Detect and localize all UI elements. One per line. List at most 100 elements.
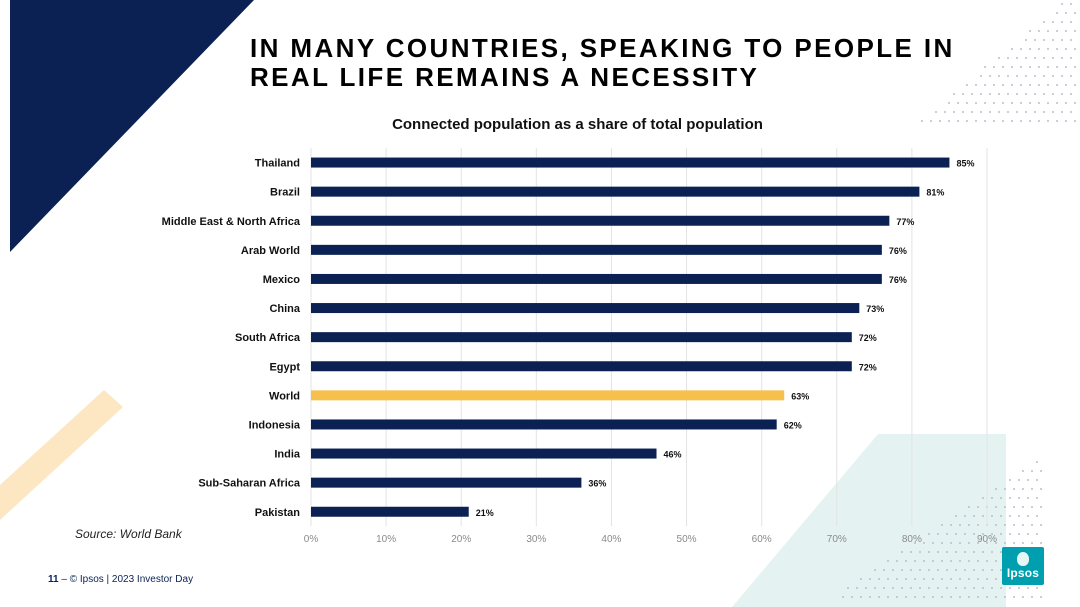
decor-dot (1061, 75, 1063, 77)
decor-dot (896, 596, 898, 598)
decor-dot (1036, 497, 1038, 499)
decor-dot (1040, 596, 1042, 598)
decor-dot (1040, 470, 1042, 472)
data-label: 63% (791, 391, 809, 401)
decor-dot (1002, 120, 1004, 122)
decor-dot (982, 587, 984, 589)
decor-dot (847, 587, 849, 589)
decor-dot (964, 587, 966, 589)
decor-dot (950, 596, 952, 598)
decor-dot (1036, 515, 1038, 517)
decor-dot (964, 551, 966, 553)
decor-dot (1029, 66, 1031, 68)
slide-title-line-1: IN MANY COUNTRIES, SPEAKING TO PEOPLE IN (250, 33, 955, 63)
decor-dot (1040, 506, 1042, 508)
decor-dot (1009, 533, 1011, 535)
decor-dot (975, 84, 977, 86)
decor-dot (896, 560, 898, 562)
decor-dot (1038, 120, 1040, 122)
decor-dot (932, 542, 934, 544)
decor-dot (865, 587, 867, 589)
decor-dot (1002, 102, 1004, 104)
x-tick-label: 30% (526, 534, 546, 545)
decor-dot (1022, 506, 1024, 508)
decor-dot (1027, 533, 1029, 535)
decor-dot (946, 551, 948, 553)
bar (311, 244, 882, 255)
decor-dot (1016, 93, 1018, 95)
decor-dot (1011, 48, 1013, 50)
decor-dot (968, 542, 970, 544)
decor-dot (941, 524, 943, 526)
decor-dot (1061, 93, 1063, 95)
data-label: 76% (889, 246, 907, 256)
decor-dot (1000, 497, 1002, 499)
decor-dot (1038, 48, 1040, 50)
decor-dot (1056, 102, 1058, 104)
decor-dot (980, 111, 982, 113)
decor-dot (851, 596, 853, 598)
decor-dot (1043, 39, 1045, 41)
decor-dot (1007, 57, 1009, 59)
decor-dot (937, 587, 939, 589)
decor-dot (874, 587, 876, 589)
decor-dot (959, 596, 961, 598)
decor-dot (977, 578, 979, 580)
decor-dot (1009, 497, 1011, 499)
category-label: Thailand (255, 158, 300, 170)
decor-dot (1047, 66, 1049, 68)
decor-dot (982, 569, 984, 571)
decor-dot (950, 524, 952, 526)
decor-dot (1034, 57, 1036, 59)
decor-dot (973, 515, 975, 517)
decor-dot (914, 542, 916, 544)
decor-dot (955, 533, 957, 535)
decor-dot (993, 84, 995, 86)
decor-dot (1061, 21, 1063, 23)
decor-dot (901, 569, 903, 571)
navy-corner-triangle (10, 0, 254, 252)
decor-dot (1052, 93, 1054, 95)
decor-dot (1047, 84, 1049, 86)
decor-dot (892, 587, 894, 589)
bar (311, 303, 860, 314)
decor-dot (869, 596, 871, 598)
decor-dot (1025, 39, 1027, 41)
decor-dot (964, 515, 966, 517)
bar-group: Pakistan 21% (255, 506, 494, 519)
x-tick-label: 50% (677, 534, 697, 545)
page-number: 11 (48, 574, 59, 585)
decor-dot (982, 497, 984, 499)
category-label: Indonesia (249, 419, 301, 431)
decor-dot (995, 524, 997, 526)
x-tick-label: 80% (902, 534, 922, 545)
decor-dot (1074, 12, 1076, 14)
chart-title: Connected population as a share of total… (392, 116, 763, 133)
bar (311, 419, 777, 430)
decor-dot (1022, 596, 1024, 598)
decor-dot (1043, 111, 1045, 113)
decor-dot (1040, 488, 1042, 490)
decor-dot (968, 578, 970, 580)
decor-dot (950, 560, 952, 562)
decor-dot (977, 506, 979, 508)
decor-dot (1031, 542, 1033, 544)
category-label: Sub-Saharan Africa (198, 478, 301, 490)
slide-title-line-2: REAL LIFE REMAINS A NECESSITY (250, 62, 760, 92)
decor-dot (1004, 488, 1006, 490)
decor-dot (1020, 66, 1022, 68)
decor-dot (1061, 111, 1063, 113)
decor-dot (1061, 39, 1063, 41)
category-label: China (269, 303, 300, 315)
source-note: Source: World Bank (75, 527, 182, 541)
decor-dot (944, 111, 946, 113)
decor-dot (975, 120, 977, 122)
decor-dot (968, 560, 970, 562)
decor-dot (923, 560, 925, 562)
category-label: World (269, 390, 300, 402)
decor-dot (939, 120, 941, 122)
bar-group: Thailand 85% (255, 157, 974, 170)
footer-dash: – (61, 574, 70, 585)
decor-dot (950, 542, 952, 544)
decor-dot (1065, 120, 1067, 122)
